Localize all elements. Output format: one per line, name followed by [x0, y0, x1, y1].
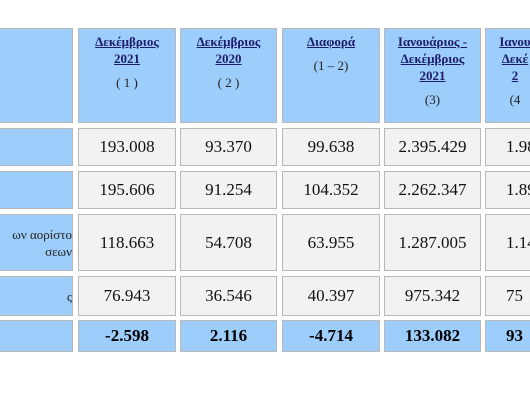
data-cell: -2.598: [78, 320, 176, 352]
data-cell: 195.606: [78, 171, 176, 209]
header-text: Δεκέμβριος: [95, 34, 159, 49]
data-cell: 93: [485, 320, 530, 352]
header-text: Δεκέμβριος: [196, 34, 261, 49]
data-cell: 1.14: [485, 214, 530, 271]
data-cell: 1.89: [485, 171, 530, 209]
data-cell: -4.714: [282, 320, 380, 352]
data-cell: 75: [485, 276, 530, 316]
data-cell: 63.955: [282, 214, 380, 271]
data-cell: 54.708: [180, 214, 277, 271]
data-cell: 193.008: [78, 128, 176, 166]
row-label: [0, 128, 73, 166]
header-cell: Δεκέμβριος 2021 ( 1 ): [78, 28, 176, 123]
header-text: 2021: [114, 51, 140, 66]
data-cell: 2.395.429: [384, 128, 481, 166]
row-label: [0, 320, 73, 352]
data-cell: 93.370: [180, 128, 277, 166]
header-text: Ιανου: [499, 34, 530, 49]
data-cell: 1.287.005: [384, 214, 481, 271]
data-cell: 133.082: [384, 320, 481, 352]
header-cell: Ιανουάριος - Δεκέμβριος 2021 (3): [384, 28, 481, 123]
header-cell: [0, 28, 73, 123]
header-note: ( 1 ): [116, 75, 138, 90]
header-text: 2021: [419, 68, 446, 83]
header-text: 2: [511, 68, 519, 83]
data-cell: 118.663: [78, 214, 176, 271]
data-cell: 104.352: [282, 171, 380, 209]
header-note: (4: [509, 92, 521, 107]
header-cell: Ιανου Δεκέ 2 (4: [485, 28, 530, 123]
header-text: Ιανουάριος -: [397, 34, 468, 49]
data-cell: 40.397: [282, 276, 380, 316]
data-cell: 975.342: [384, 276, 481, 316]
data-cell: 99.638: [282, 128, 380, 166]
data-cell: 36.546: [180, 276, 277, 316]
header-cell: Δεκέμβριος 2020 ( 2 ): [180, 28, 277, 123]
data-cell: 2.262.347: [384, 171, 481, 209]
data-cell: 1.98: [485, 128, 530, 166]
header-text: Δεκέμβριος: [400, 51, 465, 66]
header-text: Διαφορά: [306, 34, 356, 49]
header-cell: Διαφορά (1 – 2): [282, 28, 380, 123]
header-note: (3): [424, 92, 441, 107]
row-label: ων αορίστο σεων: [0, 214, 73, 271]
header-note: ( 2 ): [217, 75, 240, 90]
row-label: ς: [0, 276, 73, 316]
data-cell: 76.943: [78, 276, 176, 316]
header-note: (1 – 2): [313, 58, 349, 73]
header-text: 2020: [215, 51, 242, 66]
data-cell: 91.254: [180, 171, 277, 209]
header-text: Δεκέ: [501, 51, 529, 66]
row-label-text: ς: [66, 288, 72, 304]
row-label-text: ων αορίστο: [12, 226, 72, 242]
row-label-text: σεων: [45, 243, 72, 259]
data-cell: 2.116: [180, 320, 277, 352]
row-label: [0, 171, 73, 209]
